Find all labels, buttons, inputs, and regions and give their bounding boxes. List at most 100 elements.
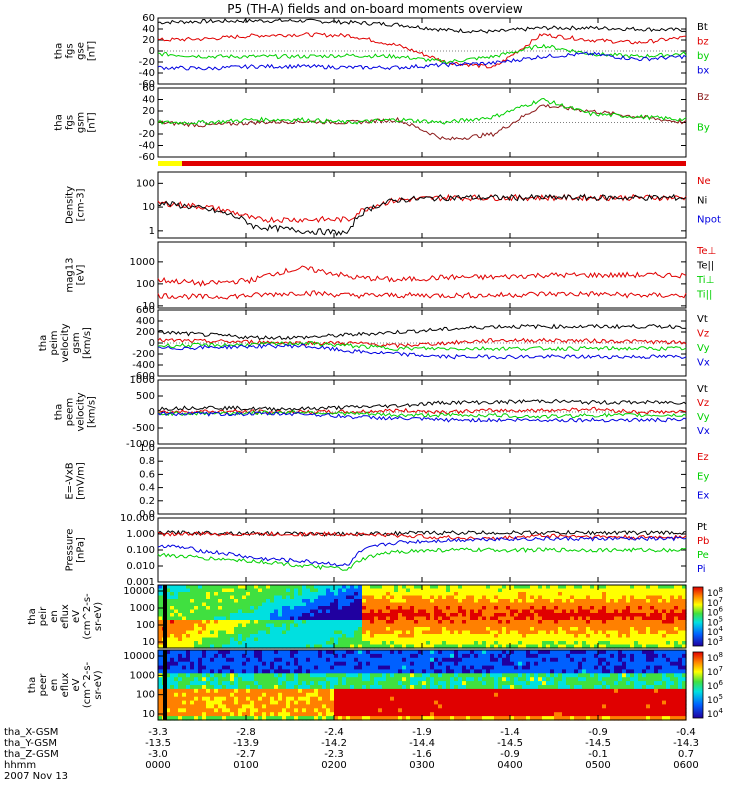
y-tick-label: 10 xyxy=(142,637,155,648)
legend-entry: Ni xyxy=(697,195,707,206)
y-tick-label: 10 xyxy=(142,709,155,720)
series-Vt xyxy=(157,398,687,412)
ephemeris-value: -13.9 xyxy=(233,738,259,749)
series-Pe xyxy=(157,547,687,571)
ephemeris-row-label: tha_X-GSM xyxy=(4,727,59,738)
series-Vx xyxy=(157,411,687,423)
series-Ti xyxy=(157,265,687,287)
spectrogram-peir_eflux xyxy=(158,585,687,649)
ephemeris-value: 0000 xyxy=(145,760,171,771)
legend-entry: Te⊥ xyxy=(696,246,716,257)
colorbar-tick: 104 xyxy=(707,707,723,720)
legend-entry: Vz xyxy=(697,398,709,409)
y-tick-label: 100 xyxy=(136,620,155,631)
y-tick-label: 0.4 xyxy=(139,483,155,494)
y-tick-label: 1000 xyxy=(130,257,155,268)
ephemeris-value: -13.5 xyxy=(145,738,171,749)
legend-entry: bz xyxy=(697,37,709,48)
legend-entry: Pt xyxy=(697,522,707,533)
legend-entry: Vt xyxy=(697,314,708,325)
panel-frame xyxy=(157,447,687,515)
y-axis-label: mag13[eV] xyxy=(65,258,87,293)
y-tick-label: 0.001 xyxy=(126,577,155,588)
colorbar-tick: 107 xyxy=(707,665,723,678)
ephemeris-value: -0.9 xyxy=(500,749,520,760)
y-tick-label: 60 xyxy=(142,13,155,24)
ephemeris-row-label: tha_Z-GSM xyxy=(4,749,59,760)
status-bar-yellow xyxy=(158,161,182,166)
y-tick-label: 100 xyxy=(136,690,155,701)
y-axis-label: thafgsgsm[nT] xyxy=(54,112,98,133)
y-tick-label: 40 xyxy=(142,95,155,106)
y-tick-label: 0 xyxy=(149,338,155,349)
series-bz xyxy=(157,32,687,69)
y-tick-label: 40 xyxy=(142,24,155,35)
ephemeris-value: 0100 xyxy=(233,760,259,771)
spectrogram-peer_eflux xyxy=(158,650,687,721)
series-bx xyxy=(157,51,687,71)
legend-entry: bx xyxy=(697,66,709,77)
y-tick-label: 200 xyxy=(136,327,155,338)
data-gap xyxy=(163,585,167,648)
legend-entry: Vx xyxy=(697,426,710,437)
y-axis-label: Density[cm-3] xyxy=(65,186,87,224)
y-tick-label: -60 xyxy=(139,79,155,90)
ephemeris-value: -3.3 xyxy=(148,727,168,738)
y-tick-label: -20 xyxy=(139,129,155,140)
ephemeris-row-label: tha_Y-GSM xyxy=(4,738,58,749)
y-tick-label: 0 xyxy=(149,46,155,57)
ephemeris-value: -14.2 xyxy=(321,738,347,749)
legend-entry: Te|| xyxy=(696,261,714,272)
legend-entry: Vx xyxy=(697,358,710,369)
ephemeris-value: -0.9 xyxy=(588,727,608,738)
series-Ni xyxy=(157,193,687,237)
y-tick-label: 10.000 xyxy=(120,513,155,524)
x-axis-ephemeris: tha_X-GSM -3.3 -2.8 -2.4 -1.9 -1.4 -0.9 -0.4 tha… xyxy=(0,722,750,800)
y-tick-label: 10000 xyxy=(123,586,155,597)
series-Vy xyxy=(157,410,687,420)
y-tick-label: 0.8 xyxy=(139,456,155,467)
legend-entry: Pb xyxy=(697,536,709,547)
series-Vy xyxy=(157,340,687,352)
legend-entry: Ex xyxy=(697,491,709,502)
date-label: 2007 Nov 13 xyxy=(4,771,69,782)
y-axis-label: E=-VxB[mV/m] xyxy=(65,462,87,500)
series-Bz xyxy=(157,103,687,141)
series-Te xyxy=(157,290,687,300)
legend-entry: Ez xyxy=(697,452,709,463)
y-tick-label: 20 xyxy=(142,106,155,117)
colorbar-tick: 108 xyxy=(707,651,723,664)
y-tick-label: -60 xyxy=(139,152,155,163)
legend-entry: By xyxy=(697,123,710,134)
y-axis-label: thapeirenefluxeV(cm^2-s-sr-eV) xyxy=(27,593,104,640)
ephemeris-value: -0.4 xyxy=(676,727,696,738)
y-tick-label: 1 xyxy=(149,226,155,237)
data-gap xyxy=(163,650,167,720)
legend-entry: by xyxy=(697,51,709,62)
ephemeris-value: -14.5 xyxy=(585,738,611,749)
series-Vz xyxy=(157,406,686,415)
y-axis-label: Pressure[nPa] xyxy=(65,529,87,572)
y-tick-label: 0.010 xyxy=(126,561,155,572)
colorbar xyxy=(692,586,704,647)
ephemeris-value: 0500 xyxy=(585,760,611,771)
y-tick-label: 1000 xyxy=(130,670,155,681)
ephemeris-value: 0600 xyxy=(673,760,699,771)
series-Vz xyxy=(157,337,687,349)
series-Pb xyxy=(157,531,687,541)
y-tick-label: 10 xyxy=(142,301,155,312)
colorbar-tick: 105 xyxy=(707,693,723,706)
ephemeris-value: 0300 xyxy=(409,760,435,771)
panel-frame xyxy=(157,171,687,239)
y-tick-label: 0.0 xyxy=(139,509,155,520)
legend-entry: Vz xyxy=(697,329,709,340)
ephemeris-value: 0200 xyxy=(321,760,347,771)
legend-entry: Vy xyxy=(697,412,710,423)
status-bar-red xyxy=(182,161,686,166)
y-tick-label: 1000 xyxy=(130,603,155,614)
y-tick-label: 400 xyxy=(136,316,155,327)
y-tick-label: -20 xyxy=(139,57,155,68)
legend-entry: Ti|| xyxy=(696,290,712,301)
series-Vx xyxy=(157,343,687,360)
y-tick-label: -500 xyxy=(132,423,155,434)
